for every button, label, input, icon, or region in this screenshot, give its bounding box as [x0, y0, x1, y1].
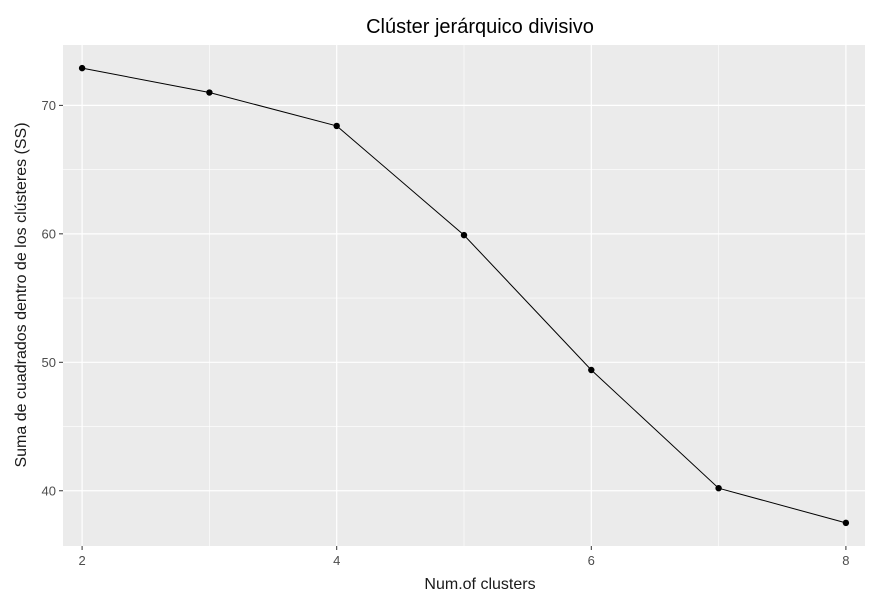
- x-tick-label: 6: [588, 553, 595, 568]
- y-tick-label: 50: [42, 355, 56, 370]
- data-point: [460, 231, 468, 239]
- x-axis-ticks: 2 4 6 8: [78, 546, 850, 568]
- y-tick-label: 60: [42, 226, 56, 241]
- data-point: [715, 484, 722, 492]
- x-axis-title: Num.of clusters: [424, 576, 535, 592]
- y-tick-label: 40: [42, 483, 56, 498]
- data-points: [78, 64, 850, 527]
- data-point: [842, 519, 850, 527]
- minor-gridlines: [63, 45, 865, 546]
- data-point: [333, 122, 340, 130]
- data-point: [78, 64, 86, 72]
- chart-title: Clúster jerárquico divisivo: [366, 16, 594, 38]
- x-tick-label: 2: [78, 553, 85, 568]
- y-axis-title: Suma de cuadrados dentro de los clústere…: [13, 122, 30, 467]
- data-point: [588, 366, 595, 374]
- y-axis-ticks: 40 50 60 70: [42, 98, 63, 498]
- data-point: [206, 89, 213, 96]
- x-tick-label: 8: [842, 553, 849, 568]
- x-tick-label: 4: [333, 553, 340, 568]
- y-tick-label: 70: [42, 98, 56, 113]
